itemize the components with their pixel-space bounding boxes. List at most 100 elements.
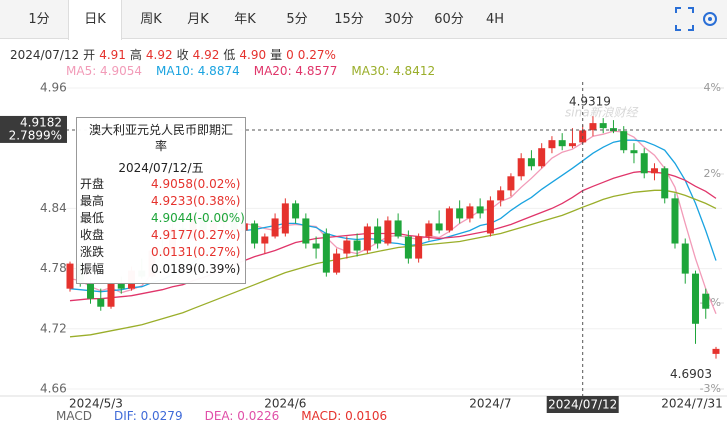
candle-body	[292, 203, 300, 219]
tooltip-label: 最低	[80, 211, 105, 225]
quote-field-label: 量	[270, 48, 283, 62]
tooltip-value: 0.0189(0.39%)	[151, 262, 241, 276]
x-tick-label: 2024/7/31	[661, 397, 723, 411]
macd-value: DIF: 0.0279	[113, 409, 183, 423]
period-tab[interactable]: 年K	[234, 12, 256, 27]
candle-body	[620, 131, 628, 151]
tooltip-row: 最低 4.9044(-0.00%)	[77, 210, 245, 227]
quote-field-value: 4.91	[99, 48, 126, 62]
candle-body	[640, 153, 648, 174]
candle-body	[702, 293, 710, 309]
settings-icon[interactable]	[703, 12, 717, 26]
tooltip-rows: 开盘 4.9058(0.02%) 最高 4.9233(0.38%) 最低 4.9044(-…	[77, 176, 245, 278]
quote-field-label: 高	[129, 48, 142, 62]
candle-body	[66, 263, 74, 289]
tooltip-date: 2024/07/12/五	[118, 161, 204, 175]
period-tab[interactable]: 日K	[68, 0, 122, 40]
candle-body	[271, 218, 279, 237]
tooltip-label: 涨跌	[80, 245, 105, 259]
tooltip: 澳大利亚元兑人民币即期汇率 2024/07/12/五 开盘 4.9058(0.02…	[76, 117, 246, 284]
candle-body	[87, 283, 95, 299]
candle-body	[558, 140, 566, 147]
period-tabs: 1分 日K 周K 月K 年K 5分 15分 30分 60分 4H	[0, 0, 727, 40]
quote-field-value: 4.92	[145, 48, 173, 62]
candle-body	[681, 243, 689, 274]
candle-body	[568, 143, 576, 147]
candle-body	[117, 283, 125, 289]
candle-body	[507, 176, 515, 191]
tooltip-value: 4.9058(0.02%)	[151, 177, 241, 191]
period-tab[interactable]: 周K	[140, 12, 162, 27]
period-tab[interactable]: 月K	[187, 12, 209, 27]
max-label: 4.9319	[569, 95, 611, 109]
tooltip-row: 最高 4.9233(0.38%)	[77, 193, 245, 210]
candle-body	[107, 283, 115, 307]
candle-body	[333, 253, 341, 273]
candle-body	[671, 198, 679, 244]
candle-body	[97, 298, 105, 307]
period-tab[interactable]: 1分	[28, 12, 50, 27]
candle-body	[476, 206, 484, 214]
candle-body	[281, 203, 289, 234]
candle-body	[538, 148, 546, 167]
tooltip-label: 振幅	[80, 262, 105, 276]
candle-body	[322, 233, 330, 273]
tooltip-row: 涨跌 0.0131(0.27%)	[77, 244, 245, 261]
tooltip-title: 澳大利亚元兑人民币即期汇率	[88, 123, 233, 153]
y-tick-label: 4.84	[40, 201, 67, 215]
y-tick-label: 4.72	[40, 321, 67, 335]
quote-field-label: 开	[83, 48, 96, 62]
candle-body	[445, 208, 453, 231]
candle-body	[251, 223, 259, 244]
crosshair-price: 4.9182	[20, 115, 62, 129]
crosshair-pct: 2.7899%	[9, 128, 62, 142]
y2-tick-label: 4%	[704, 81, 721, 94]
tooltip-row: 收盘 4.9177(0.27%)	[77, 227, 245, 244]
period-tab[interactable]: 15分	[334, 12, 364, 27]
candle-body	[527, 158, 535, 167]
tooltip-row: 开盘 4.9058(0.02%)	[77, 176, 245, 193]
ma-legend-entry: MA20: 4.8577	[253, 64, 338, 78]
candle-body	[466, 206, 474, 219]
fullscreen-icon[interactable]	[675, 7, 694, 31]
ma-legend-entry: MA5: 4.9054	[66, 64, 143, 78]
tooltip-label: 最高	[80, 194, 105, 208]
quote-line: 2024/07/12 开 4.91 高 4.92 收 4.92 低 4.90 量 0 0.27%	[10, 46, 340, 63]
toolbar-icons	[675, 7, 717, 31]
y2-tick-label: -3%	[700, 382, 721, 395]
crosshair-price-box	[0, 115, 67, 143]
tooltip-label: 收盘	[80, 228, 105, 242]
ma-legend-entry: MA30: 4.8412	[351, 64, 436, 78]
macd-legend: MACD DIF: 0.0279 DEA: 0.0226 MACD: 0.0106	[56, 409, 409, 423]
y2-tick-label: -1%	[700, 296, 721, 309]
x-tick-label: 2024/7	[469, 397, 511, 411]
candle-body	[415, 236, 423, 259]
quote-change: 0.27%	[297, 48, 336, 62]
candle-body	[486, 200, 494, 234]
y-tick-label: 4.66	[40, 382, 67, 396]
candle-body	[589, 123, 597, 131]
candle-body	[650, 168, 658, 174]
candle-body	[302, 218, 310, 244]
macd-value: MACD: 0.0106	[301, 409, 388, 423]
candle-body	[599, 123, 607, 129]
tooltip-value: 4.9177(0.27%)	[151, 228, 241, 242]
tooltip-value: 4.9233(0.38%)	[151, 194, 241, 208]
period-tab[interactable]: 30分	[384, 12, 414, 27]
crosshair-date-box	[546, 396, 619, 413]
period-tab[interactable]: 4H	[485, 12, 505, 27]
period-tab[interactable]: 5分	[286, 12, 308, 27]
candle-body	[497, 190, 505, 201]
candle-body	[691, 273, 699, 324]
period-tab[interactable]: 60分	[434, 12, 464, 27]
settings-icon-dot	[708, 17, 712, 21]
quote-field-value: 4.92	[192, 48, 220, 62]
tooltip-row: 振幅 0.0189(0.39%)	[77, 261, 245, 278]
quote-field-value: 0	[286, 48, 294, 62]
crosshair-date: 2024/07/12	[548, 398, 617, 412]
quote-field-label: 收	[176, 48, 189, 62]
candle-body	[404, 236, 412, 259]
tooltip-value: 4.9044(-0.00%)	[151, 211, 245, 225]
candle-body	[456, 208, 464, 219]
